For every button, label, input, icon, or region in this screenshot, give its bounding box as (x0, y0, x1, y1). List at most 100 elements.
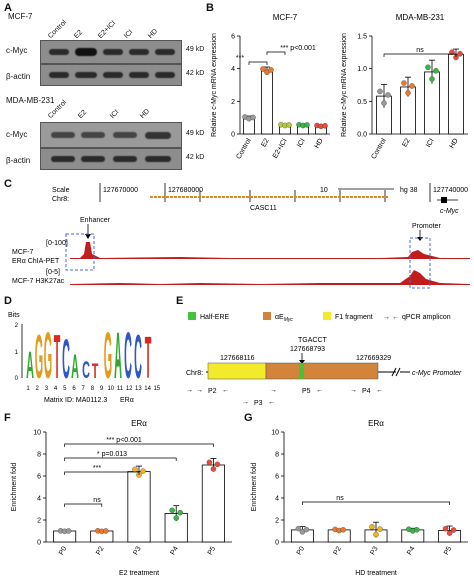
y-tick-label: 4 (275, 496, 279, 503)
y-tick-label: 2 (231, 99, 235, 106)
data-point (377, 526, 383, 532)
data-point (442, 525, 449, 532)
logo-position: 5 (63, 386, 67, 392)
panel-f-label: F (4, 412, 11, 424)
blot1-row2-label: β-actin (6, 72, 31, 81)
legend-f1 (323, 312, 331, 320)
x-axis-label: HD treatment (355, 570, 397, 577)
lane-label: E2 (77, 108, 89, 120)
promoter-label: Promoter (412, 223, 441, 230)
gene2-label: c-Myc (440, 208, 459, 215)
legend-alphae (263, 312, 271, 320)
x-tick-label: E2 (260, 137, 270, 148)
logo-position: 15 (153, 386, 160, 392)
significance-bracket (64, 443, 214, 447)
x-tick-label: P5 (443, 545, 453, 556)
chart-title: ERα (131, 419, 147, 428)
coord-1: 127670000 (103, 187, 138, 194)
significance-label: ns (416, 47, 424, 54)
logo-letter: A (26, 344, 34, 386)
gene-label: CASC11 (250, 205, 277, 212)
primer-p2-arrows: → (196, 387, 203, 394)
primer-p5: P5 (302, 388, 311, 395)
y-tick-label: 1.5 (357, 34, 367, 41)
y-tick-label: 4 (37, 496, 41, 503)
logo-letter: C (82, 356, 90, 383)
significance-bracket (248, 61, 268, 65)
f1-fragment (207, 362, 267, 380)
significance-bracket (64, 471, 140, 475)
factor-label: ERα (120, 397, 134, 404)
data-point (303, 526, 310, 533)
y-tick-label: 0.0 (357, 132, 367, 139)
blot1-row1-label: c-Myc (6, 46, 28, 55)
panel-d-label: D (4, 295, 12, 307)
y-tick-label: 0.5 (357, 99, 367, 106)
blot2-actin-strip (40, 148, 182, 170)
chart-f: ERα 0 2 4 6 8 10 Enrichment fold P0 P2 P3 P4 P5 E2 tr… (11, 419, 232, 577)
data-point (173, 515, 179, 521)
logo-position: 7 (82, 386, 86, 392)
data-point (385, 92, 391, 98)
y-tick-label: 10 (33, 430, 41, 437)
track2-range: [0-5] (46, 269, 60, 276)
construct-diagram: Half-ERE αEMyc F1 fragment → ← qPCR ampl… (186, 312, 462, 407)
logo-letter: G (44, 319, 52, 393)
y-tick-label: 6 (275, 474, 279, 481)
logo-letter: G (35, 322, 43, 392)
panel-g-label: G (244, 412, 253, 424)
logo-position: 9 (100, 386, 104, 392)
lane-label: HD (147, 27, 160, 40)
svg-text:→: → (350, 387, 357, 394)
chr-label: Chr8: (52, 196, 69, 203)
data-point (340, 527, 346, 533)
lane-label: ICI (123, 28, 135, 40)
logo-position: 4 (54, 386, 58, 392)
blot1-row1-kd: 49 kD (186, 46, 205, 53)
panel-e-label: E (176, 295, 184, 307)
y-tick-label: 0 (37, 540, 41, 547)
coord-2: 127680000 (168, 187, 203, 194)
x-tick-label: E2 (401, 137, 411, 148)
logo-letter: G (104, 319, 112, 393)
blot1-lane-labels: Control E2 E2+ICI ICI HD (47, 8, 182, 40)
svg-text:2: 2 (15, 323, 19, 329)
chiapet-track (70, 242, 470, 259)
data-point (177, 509, 183, 516)
y-tick-label: 2 (275, 518, 279, 525)
logo-letter: T (92, 359, 99, 383)
bits-label: Bits (8, 312, 20, 319)
data-point (377, 88, 383, 95)
data-point (401, 80, 407, 86)
significance-bracket (266, 51, 286, 55)
significance-label: *** (93, 465, 101, 472)
logo-position: 12 (126, 386, 133, 392)
x-tick-label: HD (314, 138, 325, 150)
data-point (65, 528, 72, 534)
significance-label: ns (336, 495, 344, 502)
svg-text:qPCR amplicon: qPCR amplicon (402, 314, 451, 321)
data-point (322, 123, 328, 129)
data-point (409, 83, 415, 89)
coord-3: 127740000 (433, 187, 468, 194)
logo-positions: 1 2 3 4 5 6 7 8 9 10 11 12 13 14 15 (26, 386, 160, 392)
svg-text:1: 1 (15, 350, 19, 356)
y-tick-label: 1.0 (357, 66, 367, 73)
logo-position: 10 (107, 386, 114, 392)
y-axis-label: Enrichment fold (11, 463, 18, 512)
svg-text:αEMyc: αEMyc (275, 314, 293, 323)
x-tick-label: P2 (333, 545, 343, 556)
significance-label: *** p<0.001 (280, 45, 316, 52)
primer-p4: P4 (362, 388, 371, 395)
logo-letter: A (71, 348, 79, 386)
logo-position: 3 (45, 386, 49, 392)
bar (448, 53, 464, 135)
logo-position: 14 (144, 386, 151, 392)
end-coord: 127669329 (356, 355, 391, 362)
scale-label: Scale (52, 187, 70, 194)
logo-position: 8 (91, 386, 95, 392)
x-tick-label: P4 (170, 545, 180, 556)
logo-letter: T (145, 325, 152, 390)
